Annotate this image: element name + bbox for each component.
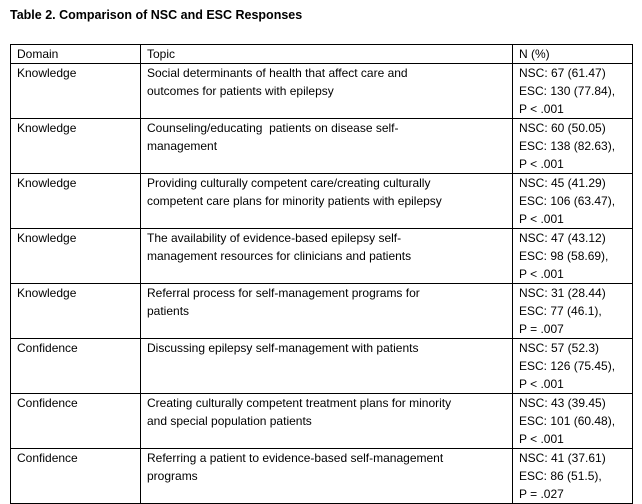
esc-value: ESC: 106 (63.47), bbox=[519, 194, 616, 208]
p-value: P < .001 bbox=[519, 432, 564, 446]
topic-cell: Referring a patient to evidence-based se… bbox=[140, 448, 513, 504]
table-row: Knowledge Social determinants of health … bbox=[10, 63, 633, 119]
nsc-value: NSC: 47 (43.12) bbox=[519, 231, 606, 245]
domain-cell: Confidence bbox=[10, 448, 141, 504]
domain-cell: Knowledge bbox=[10, 283, 141, 339]
table-row: Confidence Discussing epilepsy self-mana… bbox=[10, 338, 633, 394]
p-value: P < .001 bbox=[519, 212, 564, 226]
n-cell: NSC: 43 (39.45) ESC: 101 (60.48), P < .0… bbox=[512, 393, 633, 449]
p-value: P < .001 bbox=[519, 102, 564, 116]
n-cell: NSC: 45 (41.29) ESC: 106 (63.47), P < .0… bbox=[512, 173, 633, 229]
table-row: Knowledge Referral process for self-mana… bbox=[10, 283, 633, 339]
topic-cell: Providing culturally competent care/crea… bbox=[140, 173, 513, 229]
n-cell: NSC: 67 (61.47) ESC: 130 (77.84), P < .0… bbox=[512, 63, 633, 119]
table-row: Knowledge The availability of evidence-b… bbox=[10, 228, 633, 284]
column-header-n: N (%) bbox=[512, 44, 633, 64]
domain-cell: Knowledge bbox=[10, 173, 141, 229]
topic-cell: Counseling/educating patients on disease… bbox=[140, 118, 513, 174]
nsc-value: NSC: 67 (61.47) bbox=[519, 66, 606, 80]
comparison-table: Domain Topic N (%) Knowledge Social dete… bbox=[10, 44, 633, 504]
esc-value: ESC: 77 (46.1), bbox=[519, 304, 602, 318]
domain-cell: Knowledge bbox=[10, 228, 141, 284]
table-row: Confidence Referring a patient to eviden… bbox=[10, 448, 633, 504]
domain-cell: Knowledge bbox=[10, 118, 141, 174]
domain-cell: Confidence bbox=[10, 338, 141, 394]
n-cell: NSC: 60 (50.05) ESC: 138 (82.63), P < .0… bbox=[512, 118, 633, 174]
esc-value: ESC: 138 (82.63), bbox=[519, 139, 616, 153]
topic-cell: Discussing epilepsy self-management with… bbox=[140, 338, 513, 394]
p-value: P = .027 bbox=[519, 487, 564, 501]
header-row: Domain Topic N (%) bbox=[10, 44, 633, 64]
nsc-value: NSC: 57 (52.3) bbox=[519, 341, 600, 355]
p-value: P = .007 bbox=[519, 322, 564, 336]
table-row: Knowledge Providing culturally competent… bbox=[10, 173, 633, 229]
nsc-value: NSC: 31 (28.44) bbox=[519, 286, 606, 300]
table-row: Knowledge Counseling/educating patients … bbox=[10, 118, 633, 174]
topic-cell: Social determinants of health that affec… bbox=[140, 63, 513, 119]
nsc-value: NSC: 45 (41.29) bbox=[519, 176, 606, 190]
table-row: Confidence Creating culturally competent… bbox=[10, 393, 633, 449]
topic-cell: Creating culturally competent treatment … bbox=[140, 393, 513, 449]
page-title: Table 2. Comparison of NSC and ESC Respo… bbox=[10, 8, 303, 22]
esc-value: ESC: 126 (75.45), bbox=[519, 359, 616, 373]
nsc-value: NSC: 60 (50.05) bbox=[519, 121, 606, 135]
n-cell: NSC: 41 (37.61) ESC: 86 (51.5), P = .027 bbox=[512, 448, 633, 504]
p-value: P < .001 bbox=[519, 377, 564, 391]
esc-value: ESC: 98 (58.69), bbox=[519, 249, 609, 263]
esc-value: ESC: 130 (77.84), bbox=[519, 84, 616, 98]
p-value: P < .001 bbox=[519, 267, 564, 281]
domain-cell: Knowledge bbox=[10, 63, 141, 119]
n-cell: NSC: 57 (52.3) ESC: 126 (75.45), P < .00… bbox=[512, 338, 633, 394]
p-value: P < .001 bbox=[519, 157, 564, 171]
topic-cell: Referral process for self-management pro… bbox=[140, 283, 513, 339]
column-header-topic: Topic bbox=[140, 44, 513, 64]
domain-cell: Confidence bbox=[10, 393, 141, 449]
n-cell: NSC: 47 (43.12) ESC: 98 (58.69), P < .00… bbox=[512, 228, 633, 284]
esc-value: ESC: 101 (60.48), bbox=[519, 414, 616, 428]
n-cell: NSC: 31 (28.44) ESC: 77 (46.1), P = .007 bbox=[512, 283, 633, 339]
nsc-value: NSC: 41 (37.61) bbox=[519, 451, 606, 465]
column-header-domain: Domain bbox=[10, 44, 141, 64]
topic-cell: The availability of evidence-based epile… bbox=[140, 228, 513, 284]
nsc-value: NSC: 43 (39.45) bbox=[519, 396, 606, 410]
esc-value: ESC: 86 (51.5), bbox=[519, 469, 602, 483]
